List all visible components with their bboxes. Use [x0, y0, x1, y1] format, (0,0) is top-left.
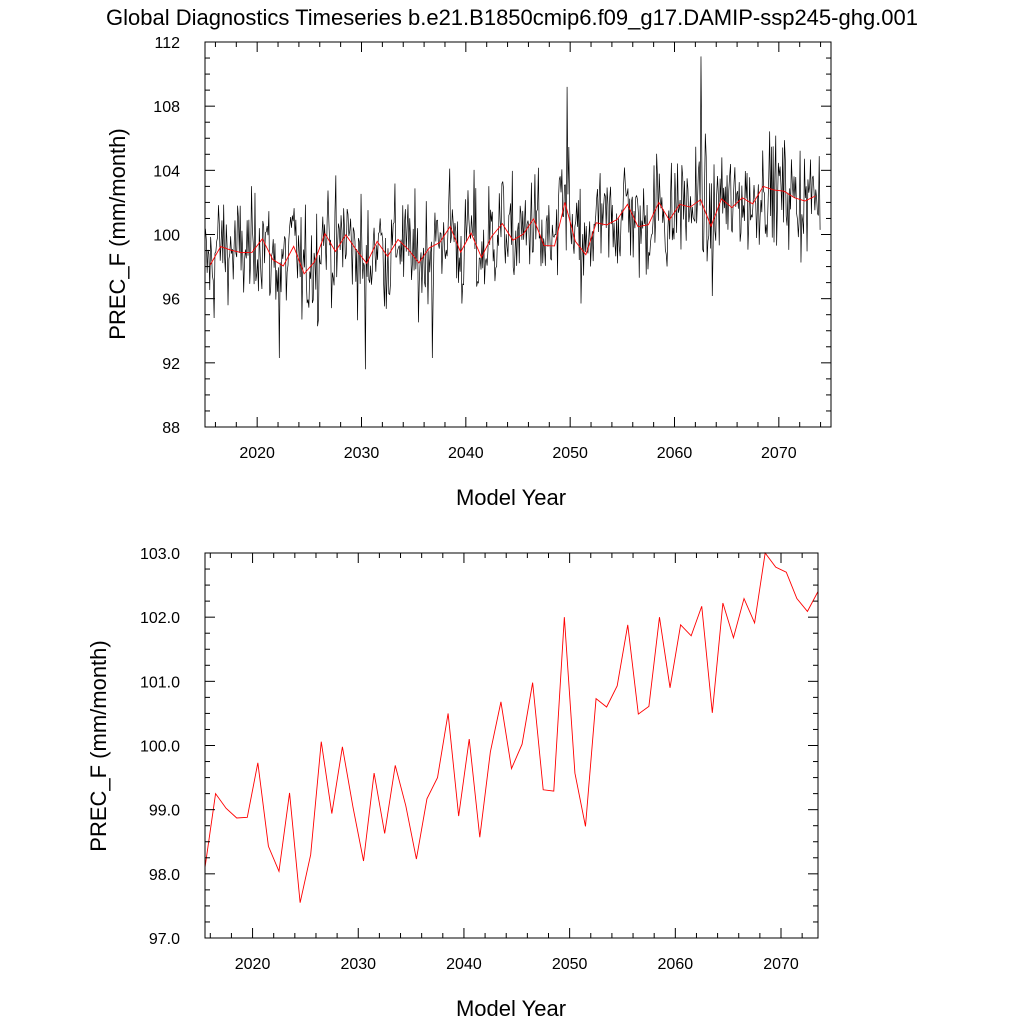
plot-frame-bottom	[204, 552, 819, 939]
x-tick-label: 2060	[657, 445, 693, 462]
x-axis-label-top: Model Year	[456, 485, 566, 510]
y-tick-label: 96	[162, 292, 180, 309]
x-tick-label: 2030	[340, 956, 376, 973]
x-tick-label: 2060	[658, 956, 694, 973]
x-tick-label: 2050	[552, 956, 588, 973]
series-line-monthly	[205, 56, 821, 370]
x-tick-label: 2020	[235, 956, 271, 973]
ticks-top	[205, 41, 831, 428]
figure-title: Global Diagnostics Timeseries b.e21.B185…	[106, 5, 918, 30]
y-tick-label: 103.0	[140, 546, 180, 563]
x-tick-label: 2070	[763, 956, 799, 973]
y-tick-label: 101.0	[140, 674, 180, 691]
y-tick-label: 100	[153, 228, 180, 245]
y-tick-label: 102.0	[140, 610, 180, 627]
x-tick-labels-top: 2020 2030 2040 2050 2060 2070	[239, 445, 796, 462]
y-tick-label: 97.0	[149, 931, 180, 948]
x-tick-label: 2050	[552, 445, 588, 462]
plot-frame-top	[204, 41, 832, 428]
series-line-annual	[204, 551, 819, 903]
x-tick-labels-bottom: 2020 2030 2040 2050 2060 2070	[235, 956, 799, 973]
x-tick-label: 2040	[446, 956, 482, 973]
panel-bottom: 97.0 98.0 99.0 100.0 101.0 102.0 103.0 2020 203…	[86, 546, 819, 1021]
y-tick-label: 100.0	[140, 739, 180, 756]
y-tick-label: 98.0	[149, 867, 180, 884]
plot-area-bottom	[204, 551, 819, 903]
plot-area-top	[205, 56, 821, 370]
x-axis-label-bottom: Model Year	[456, 996, 566, 1021]
y-tick-labels-bottom: 97.0 98.0 99.0 100.0 101.0 102.0 103.0	[140, 546, 180, 948]
x-tick-label: 2070	[761, 445, 797, 462]
y-tick-label: 108	[153, 99, 180, 116]
x-tick-label: 2020	[239, 445, 275, 462]
y-tick-label: 112	[154, 35, 180, 52]
y-tick-label: 92	[162, 356, 180, 373]
y-axis-label-top: PREC_F (mm/month)	[105, 128, 130, 339]
x-tick-label: 2040	[448, 445, 484, 462]
series-line-annual	[209, 185, 816, 275]
ticks-bottom	[205, 552, 818, 939]
y-tick-label: 88	[162, 420, 180, 437]
y-tick-labels-top: 88 92 96 100 104 108 112	[153, 35, 180, 437]
y-tick-label: 99.0	[149, 803, 180, 820]
y-axis-label-bottom: PREC_F (mm/month)	[86, 640, 111, 851]
x-tick-label: 2030	[344, 445, 380, 462]
y-tick-label: 104	[153, 163, 180, 180]
